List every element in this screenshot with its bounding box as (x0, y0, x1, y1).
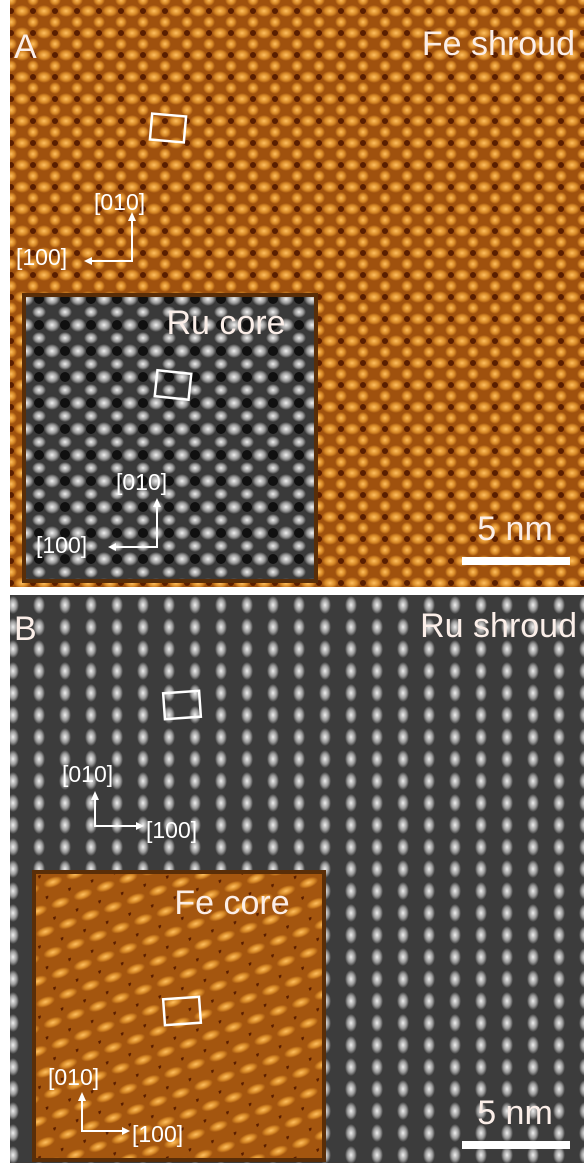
panel-label: A (14, 28, 37, 66)
direction-label: [010] (94, 189, 145, 215)
direction-label: [100] (132, 1121, 183, 1147)
direction-label: [100] (16, 244, 67, 270)
scale-bar (462, 1141, 570, 1149)
panel-title: Fe shroud (422, 25, 575, 63)
scale-bar (462, 557, 570, 565)
panel-title: Ru shroud (420, 607, 577, 645)
scale-bar-label: 5 nm (477, 510, 553, 548)
scale-bar-label: 5 nm (477, 1094, 553, 1132)
inset-title: Fe core (174, 884, 289, 922)
inset-title: Ru core (166, 304, 285, 342)
direction-label: [010] (62, 761, 113, 787)
direction-label: [100] (146, 817, 197, 843)
direction-label: [010] (116, 469, 167, 495)
panel-label: B (14, 610, 37, 648)
direction-label: [010] (48, 1064, 99, 1090)
direction-label: [100] (36, 532, 87, 558)
figure: A Fe shroud [010] [100] Ru core [010] [1… (0, 0, 584, 1163)
